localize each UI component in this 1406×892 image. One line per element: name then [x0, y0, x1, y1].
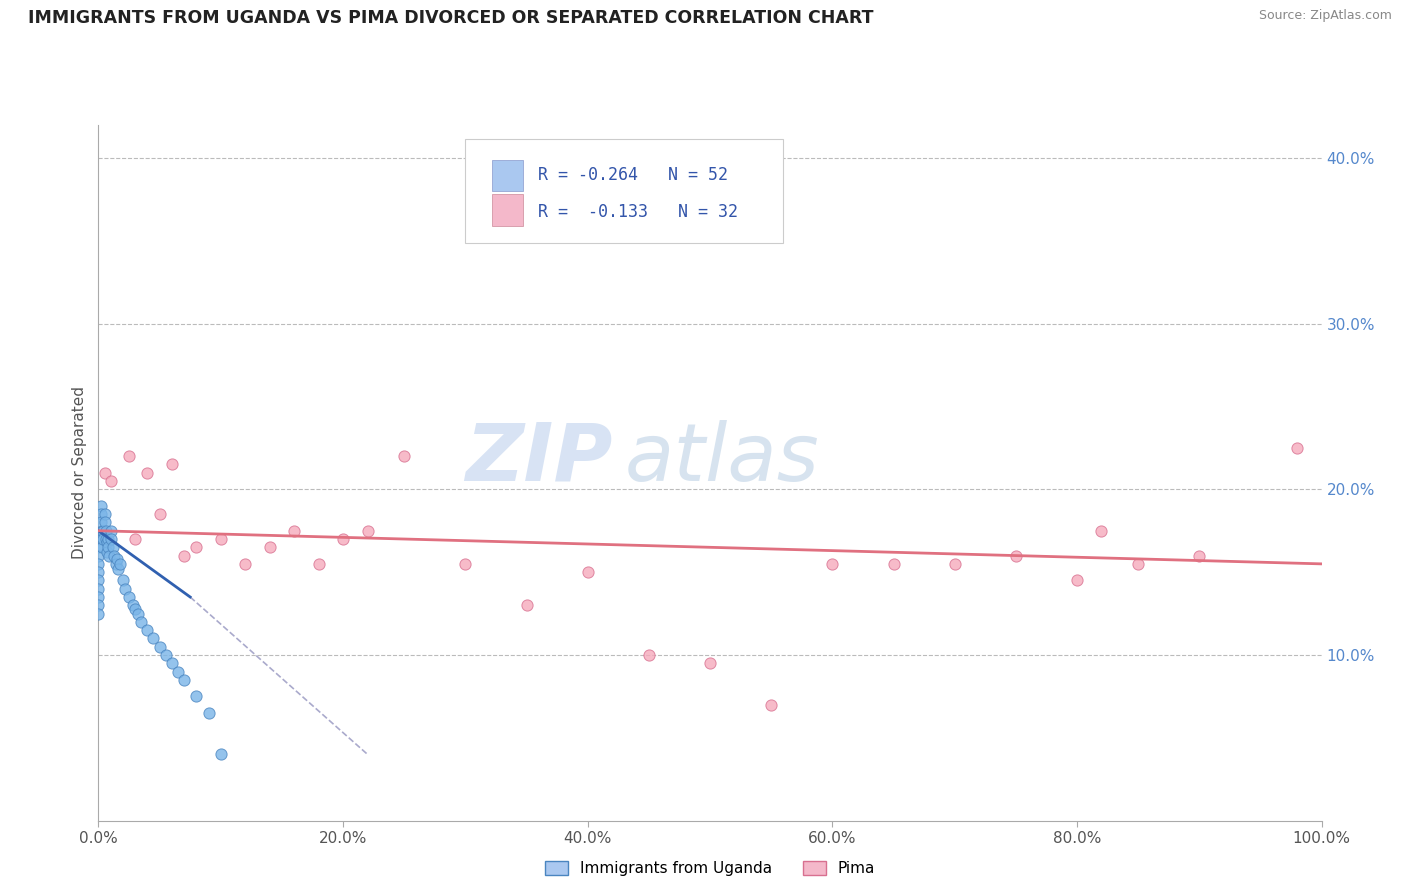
Point	[283, 524, 305, 538]
Point	[308, 557, 330, 571]
Point	[124, 601, 146, 615]
Point	[392, 449, 416, 463]
Point	[87, 565, 110, 579]
Point	[1004, 549, 1026, 563]
Point	[87, 541, 110, 555]
Point	[91, 532, 114, 546]
Point	[1090, 524, 1112, 538]
Point	[97, 541, 120, 555]
Point	[114, 582, 136, 596]
Point	[111, 574, 134, 588]
Point	[259, 541, 281, 555]
Text: ZIP: ZIP	[465, 420, 612, 498]
Y-axis label: Divorced or Separated: Divorced or Separated	[72, 386, 87, 559]
Point	[821, 557, 844, 571]
Point	[91, 532, 114, 546]
Point	[93, 507, 115, 521]
Point	[454, 557, 477, 571]
Point	[160, 657, 183, 671]
Point	[87, 599, 110, 613]
Point	[121, 599, 143, 613]
Point	[332, 532, 354, 546]
Point	[96, 545, 118, 559]
Point	[100, 524, 122, 538]
Point	[761, 698, 783, 712]
Point	[101, 541, 124, 555]
Point	[107, 562, 129, 576]
Point	[100, 532, 122, 546]
Text: Source: ZipAtlas.com: Source: ZipAtlas.com	[1258, 9, 1392, 22]
Point	[87, 582, 110, 596]
Point	[1286, 441, 1309, 455]
Point	[90, 507, 112, 521]
Point	[186, 690, 208, 704]
Point	[699, 657, 721, 671]
Point	[96, 535, 118, 549]
Point	[91, 524, 114, 538]
Point	[515, 599, 537, 613]
Point	[173, 673, 195, 687]
Point	[167, 665, 190, 679]
Point	[186, 541, 208, 555]
Point	[87, 590, 110, 604]
Point	[98, 549, 121, 563]
Point	[91, 524, 114, 538]
Text: R =  -0.133   N = 32: R = -0.133 N = 32	[537, 202, 738, 221]
Point	[87, 607, 110, 621]
Point	[356, 524, 378, 538]
Point	[160, 458, 183, 472]
Text: atlas: atlas	[624, 420, 820, 498]
Point	[576, 565, 599, 579]
Point	[97, 532, 120, 546]
Point	[149, 507, 172, 521]
Point	[124, 532, 146, 546]
Point	[149, 640, 172, 654]
Point	[209, 747, 232, 762]
Point	[118, 449, 141, 463]
Point	[883, 557, 905, 571]
Point	[233, 557, 256, 571]
Point	[1188, 549, 1211, 563]
Point	[104, 557, 127, 571]
Point	[209, 532, 232, 546]
Point	[142, 632, 165, 646]
Point	[87, 557, 110, 571]
Point	[638, 648, 661, 662]
Point	[90, 516, 112, 530]
Legend: Immigrants from Uganda, Pima: Immigrants from Uganda, Pima	[538, 855, 882, 882]
Point	[943, 557, 966, 571]
Point	[1066, 574, 1088, 588]
Point	[173, 549, 195, 563]
Point	[87, 532, 110, 546]
Point	[87, 574, 110, 588]
Point	[118, 590, 141, 604]
Text: R = -0.264   N = 52: R = -0.264 N = 52	[537, 166, 727, 184]
Point	[136, 466, 159, 480]
Point	[155, 648, 177, 662]
Point	[127, 607, 149, 621]
Point	[136, 623, 159, 637]
Point	[94, 532, 117, 546]
Point	[1128, 557, 1150, 571]
FancyBboxPatch shape	[492, 194, 523, 226]
Point	[91, 541, 114, 555]
Point	[90, 499, 112, 513]
Point	[87, 549, 110, 563]
Point	[100, 474, 122, 488]
Point	[93, 466, 115, 480]
Point	[93, 516, 115, 530]
Point	[105, 552, 128, 566]
FancyBboxPatch shape	[465, 139, 783, 244]
Point	[197, 706, 219, 720]
Point	[94, 524, 117, 538]
FancyBboxPatch shape	[492, 160, 523, 191]
Point	[103, 549, 125, 563]
Point	[110, 557, 132, 571]
Point	[129, 615, 152, 629]
Text: IMMIGRANTS FROM UGANDA VS PIMA DIVORCED OR SEPARATED CORRELATION CHART: IMMIGRANTS FROM UGANDA VS PIMA DIVORCED …	[28, 9, 873, 27]
